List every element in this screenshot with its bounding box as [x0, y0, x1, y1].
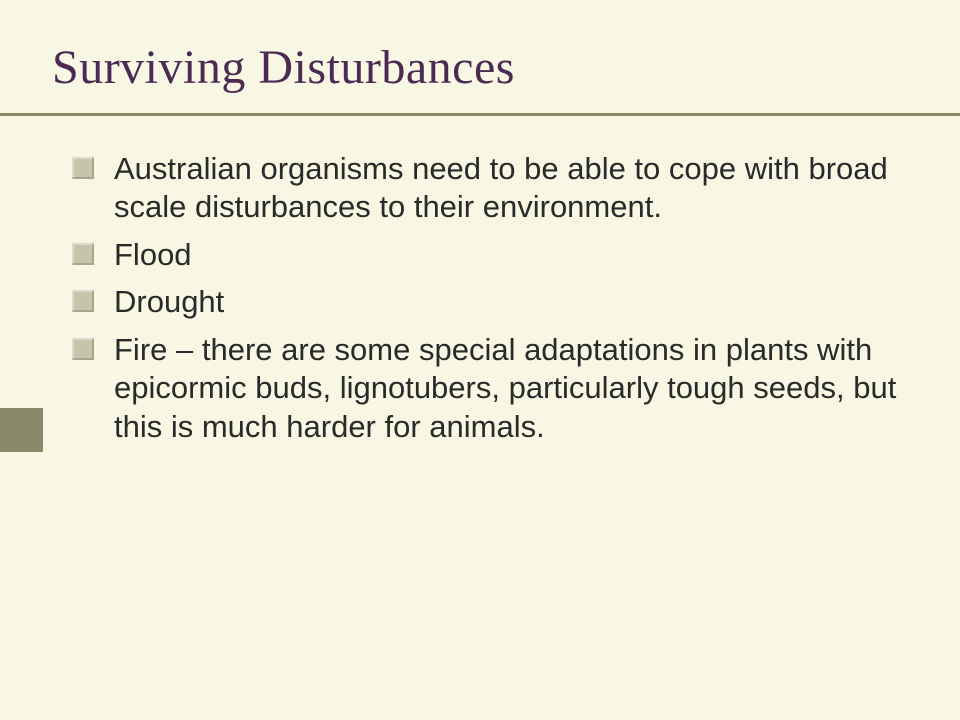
list-item: Drought: [72, 283, 908, 321]
bullet-text: Drought: [114, 284, 224, 319]
bullet-list: Australian organisms need to be able to …: [52, 150, 908, 446]
slide: Surviving Disturbances Australian organi…: [0, 0, 960, 720]
square-bullet-icon: [72, 157, 94, 179]
bullet-text: Australian organisms need to be able to …: [114, 151, 888, 224]
square-bullet-icon: [72, 243, 94, 265]
list-item: Australian organisms need to be able to …: [72, 150, 908, 227]
square-bullet-icon: [72, 290, 94, 312]
bullet-text: Fire – there are some special adaptation…: [114, 332, 896, 444]
square-bullet-icon: [72, 338, 94, 360]
left-accent-bar: [0, 408, 43, 452]
horizontal-rule: [0, 113, 960, 116]
list-item: Fire – there are some special adaptation…: [72, 331, 908, 446]
slide-title: Surviving Disturbances: [52, 40, 908, 95]
bullet-text: Flood: [114, 237, 192, 272]
list-item: Flood: [72, 236, 908, 274]
